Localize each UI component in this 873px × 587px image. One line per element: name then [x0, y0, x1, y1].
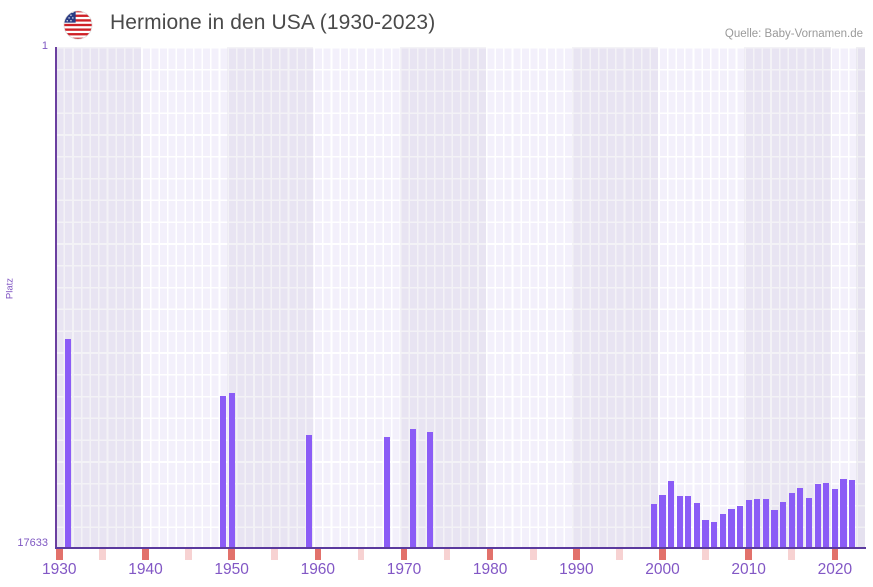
- bar-2006: [711, 521, 718, 548]
- tick-minor-1955: [271, 549, 278, 560]
- source-attribution: Quelle: Baby-Vornamen.de: [724, 28, 863, 40]
- bar-1999: [650, 503, 657, 548]
- bar-2004: [693, 502, 701, 548]
- bar-2000: [659, 495, 666, 548]
- chart-header: Hermione in den USA (1930-2023) Quelle: …: [0, 0, 873, 47]
- tick-major-1930: [56, 549, 63, 560]
- decade-band: [572, 47, 659, 548]
- y-axis-tick-bottom: 17633: [17, 537, 48, 549]
- bar-2012: [762, 499, 769, 548]
- bar-2016: [797, 487, 804, 548]
- page-title: Hermione in den USA (1930-2023): [110, 11, 436, 34]
- x-axis-tick-1980: 1980: [472, 561, 508, 578]
- bar-2011: [754, 499, 761, 548]
- tick-major-2000: [659, 549, 666, 560]
- usa-flag-icon: [63, 10, 93, 40]
- bar-2019: [823, 482, 830, 548]
- bar-2010: [745, 499, 752, 548]
- bar-1959: [306, 434, 313, 548]
- tick-minor-1975: [443, 549, 451, 560]
- x-axis-line: [55, 547, 866, 549]
- x-axis-tick-2010: 2010: [731, 561, 766, 578]
- bar-1950: [228, 393, 235, 548]
- bar-2008: [728, 509, 735, 548]
- tick-minor-2015: [788, 549, 796, 560]
- x-axis-tick-2020: 2020: [817, 561, 853, 578]
- bar-1949: [219, 396, 227, 548]
- bar-2013: [771, 510, 778, 548]
- tick-minor-1995: [616, 549, 623, 560]
- tick-minor-1985: [529, 549, 537, 560]
- bar-1931: [64, 339, 72, 548]
- tick-minor-1965: [357, 549, 365, 560]
- tick-major-1960: [314, 549, 322, 560]
- x-axis-tick-1950: 1950: [214, 561, 249, 578]
- bar-2002: [676, 495, 683, 548]
- y-axis-tick-top: 1: [41, 40, 48, 52]
- bar-2015: [788, 493, 795, 548]
- tick-major-2010: [745, 549, 752, 560]
- tick-major-1950: [228, 549, 235, 560]
- tick-minor-1945: [185, 549, 192, 560]
- tick-major-1990: [573, 549, 580, 560]
- horizontal-gridlines: [55, 47, 865, 548]
- bar-2005: [702, 519, 709, 548]
- bar-2021: [840, 478, 847, 548]
- x-axis-tick-1960: 1960: [300, 561, 336, 578]
- x-axis-tick-1940: 1940: [128, 561, 163, 578]
- tick-minor-2005: [702, 549, 709, 560]
- x-axis-tick-1970: 1970: [386, 561, 422, 578]
- bar-1971: [409, 429, 416, 548]
- x-axis-tick-1990: 1990: [559, 561, 594, 578]
- tick-major-1970: [400, 549, 408, 560]
- bar-2020: [831, 489, 838, 548]
- bar-2014: [780, 501, 787, 548]
- tick-major-2020: [831, 549, 839, 560]
- tick-major-1940: [142, 549, 149, 560]
- x-axis-tick-1930: 1930: [42, 561, 77, 578]
- decade-band: [744, 47, 831, 548]
- bar-1968: [383, 436, 390, 548]
- bar-2007: [719, 514, 726, 548]
- bar-2022: [848, 480, 856, 548]
- y-axis-title: Platz: [4, 277, 16, 300]
- tick-major-1980: [486, 549, 494, 560]
- x-axis-tick-2000: 2000: [645, 561, 680, 578]
- bar-2018: [814, 483, 821, 548]
- y-axis-line: [55, 47, 57, 548]
- bar-2003: [685, 495, 692, 548]
- future-shaded-region: [856, 47, 865, 548]
- plot-area: [55, 47, 865, 548]
- bar-1973: [426, 432, 433, 548]
- bar-2009: [736, 506, 744, 548]
- bar-2017: [805, 498, 813, 548]
- bar-2001: [668, 480, 675, 548]
- tick-minor-1935: [99, 549, 106, 560]
- decade-band: [227, 47, 314, 548]
